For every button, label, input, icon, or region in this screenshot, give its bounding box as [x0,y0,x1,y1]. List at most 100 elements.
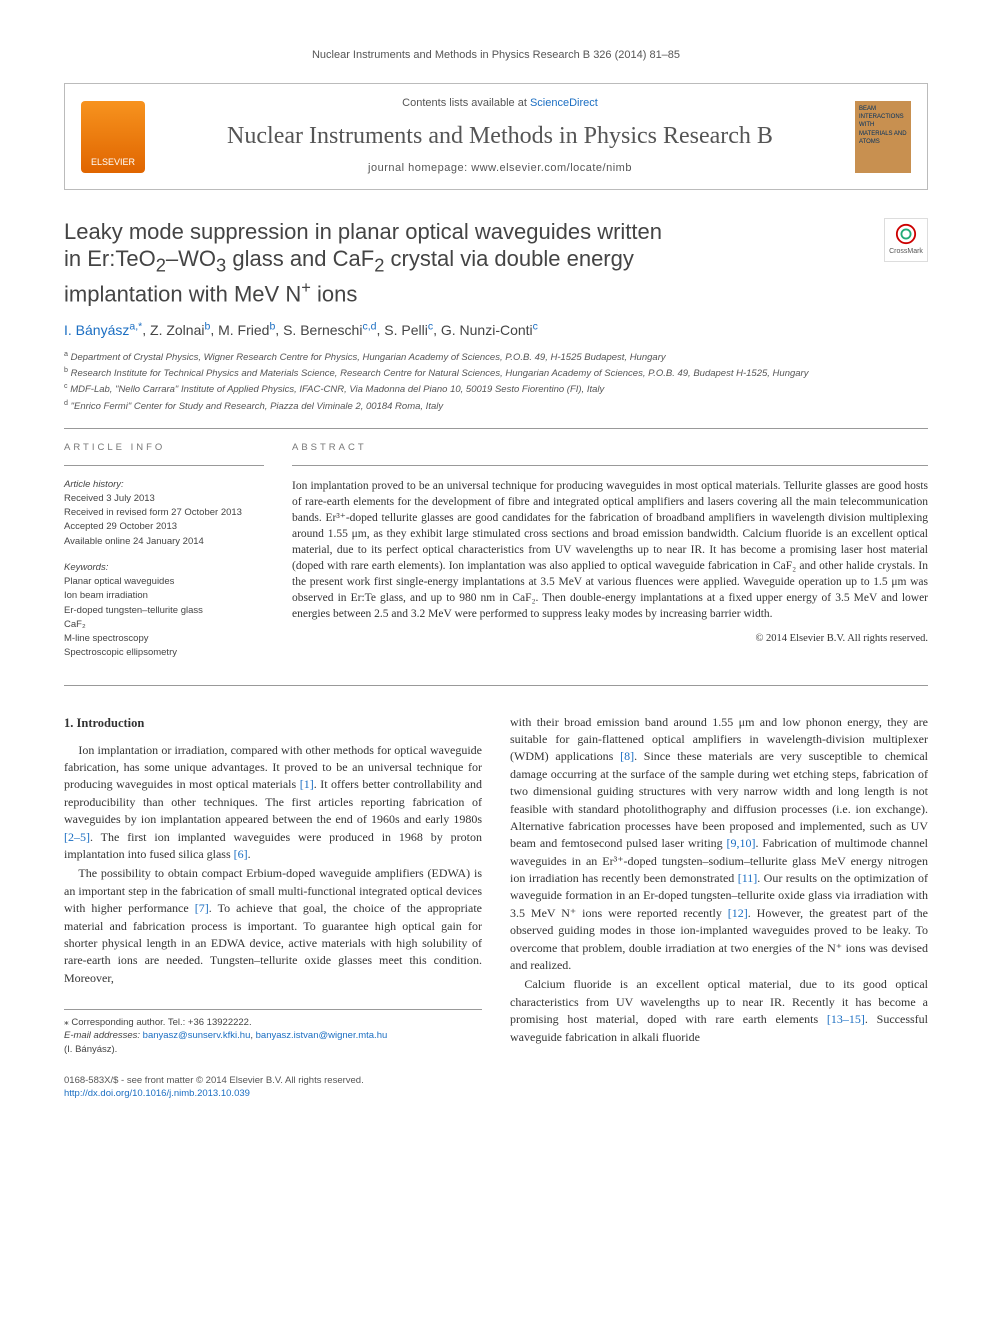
author-name: S. Pelli [384,322,428,338]
article-info-head: article info [64,441,264,454]
email-link[interactable]: banyasz@sunserv.kfki.hu [143,1030,251,1041]
history-item: Received in revised form 27 October 2013 [64,506,264,520]
email-footnote: E-mail addresses: banyasz@sunserv.kfki.h… [64,1029,482,1042]
header-center: Contents lists available at ScienceDirec… [145,96,855,176]
keywords-block: Keywords: Planar optical waveguides Ion … [64,561,264,661]
keyword: CaF₂ [64,618,264,632]
email-link[interactable]: banyasz.istvan@wigner.mta.hu [256,1030,388,1041]
author: I. Bányásza,* [64,322,142,338]
body-columns: 1. Introduction Ion implantation or irra… [64,714,928,1056]
aff-link[interactable]: a, [129,320,138,332]
history-item: Available online 24 January 2014 [64,535,264,549]
ref-link[interactable]: [9,10] [727,836,756,850]
text: . [248,847,251,861]
ref-link[interactable]: [1] [300,777,314,791]
ref-link[interactable]: [7] [195,901,209,915]
t2d: crystal via double energy [384,246,633,271]
divider [64,428,928,429]
affiliation: a Department of Crystal Physics, Wigner … [64,349,928,365]
page-root: Nuclear Instruments and Methods in Physi… [0,0,992,1149]
aff-sup: a [64,350,68,358]
author: S. Berneschic,d [283,322,376,338]
t2b: –WO [166,246,216,271]
corr-link[interactable]: * [138,320,142,332]
aff-link[interactable]: b [204,320,210,332]
author-list: I. Bányásza,*, Z. Zolnaib, M. Friedb, S.… [64,319,928,340]
crossmark-label: CrossMark [889,247,923,257]
ref-link[interactable]: [11] [738,871,758,885]
affiliation: c MDF-Lab, "Nello Carrara" Institute of … [64,381,928,397]
t3b: ions [311,281,357,306]
body-col-right: with their broad emission band around 1.… [510,714,928,1056]
keyword: Spectroscopic ellipsometry [64,646,264,660]
title-line1: Leaky mode suppression in planar optical… [64,219,662,244]
title-row: Leaky mode suppression in planar optical… [64,218,928,308]
author: M. Friedb [218,322,275,338]
paragraph: Ion implantation or irradiation, compare… [64,742,482,864]
affiliation: b Research Institute for Technical Physi… [64,365,928,381]
author: G. Nunzi-Contic [441,322,538,338]
author: S. Pellic [384,322,433,338]
aff-link[interactable]: c [533,320,538,332]
history-block: Article history: Received 3 July 2013 Re… [64,478,264,549]
divider [64,465,264,466]
contents-prefix: Contents lists available at [402,97,530,109]
running-head: Nuclear Instruments and Methods in Physi… [64,48,928,63]
corr-footnote: ⁎ Corresponding author. Tel.: +36 139222… [64,1016,482,1029]
corr-who: (I. Bányász). [64,1043,482,1056]
ref-link[interactable]: [2–5] [64,830,90,844]
aff-link[interactable]: c,d [362,320,376,332]
homepage-url[interactable]: www.elsevier.com/locate/nimb [471,162,632,174]
crossmark-badge[interactable]: CrossMark [884,218,928,262]
email-label: E-mail addresses: [64,1030,140,1041]
ref-link[interactable]: [13–15] [827,1012,865,1026]
paragraph: The possibility to obtain compact Erbium… [64,865,482,987]
journal-header: ELSEVIER Contents lists available at Sci… [64,83,928,189]
sciencedirect-link[interactable]: ScienceDirect [530,97,598,109]
contents-available: Contents lists available at ScienceDirec… [145,96,855,111]
aff-link[interactable]: b [269,320,275,332]
ref-link[interactable]: [8] [620,749,634,763]
doi-link[interactable]: http://dx.doi.org/10.1016/j.nimb.2013.10… [64,1088,250,1099]
keyword: Er-doped tungsten–tellurite glass [64,604,264,618]
author-name: Z. Zolnai [150,322,204,338]
homepage-line: journal homepage: www.elsevier.com/locat… [145,161,855,176]
abstract-copyright: © 2014 Elsevier B.V. All rights reserved… [292,632,928,647]
ref-link[interactable]: [12] [728,906,748,920]
abstract: abstract Ion implantation proved to be a… [292,441,928,672]
aff-sup: b [64,366,68,374]
bottom-bar: 0168-583X/$ - see front matter © 2014 El… [64,1074,928,1101]
affiliations: a Department of Crystal Physics, Wigner … [64,349,928,415]
text: . The first ion implanted waveguides wer… [64,830,482,861]
t2s3: 2 [374,255,384,276]
abstract-head: abstract [292,441,928,454]
author-name: S. Berneschi [283,322,362,338]
aff-text: Research Institute for Technical Physics… [71,368,809,379]
info-abstract-row: article info Article history: Received 3… [64,441,928,672]
keywords-label: Keywords: [64,561,264,575]
history-item: Accepted 29 October 2013 [64,520,264,534]
journal-cover-thumb[interactable]: BEAM INTERACTIONS WITH MATERIALS AND ATO… [855,101,911,173]
article-title: Leaky mode suppression in planar optical… [64,218,868,308]
journal-title: Nuclear Instruments and Methods in Physi… [145,120,855,154]
author-link[interactable]: I. Bányász [64,322,129,338]
aff-link[interactable]: c [428,320,433,332]
abstract-text: Ion implantation proved to be an univers… [292,478,928,623]
paragraph: Calcium fluoride is an excellent optical… [510,976,928,1046]
crossmark-icon [895,223,917,245]
body-col-left: 1. Introduction Ion implantation or irra… [64,714,482,1056]
history-label: Article history: [64,478,264,492]
author: Z. Zolnaib [150,322,210,338]
aff-text: "Enrico Fermi" Center for Study and Rese… [71,401,444,412]
ref-link[interactable]: [6] [234,847,248,861]
bottom-left: 0168-583X/$ - see front matter © 2014 El… [64,1074,364,1101]
elsevier-logo[interactable]: ELSEVIER [81,101,145,173]
keyword: Ion beam irradiation [64,589,264,603]
t3s: + [301,279,311,297]
t2a: in Er:TeO [64,246,156,271]
paragraph: with their broad emission band around 1.… [510,714,928,975]
affiliation: d "Enrico Fermi" Center for Study and Re… [64,398,928,414]
aff-text: MDF-Lab, "Nello Carrara" Institute of Ap… [70,385,604,396]
issn-line: 0168-583X/$ - see front matter © 2014 El… [64,1074,364,1087]
author-name: G. Nunzi-Conti [441,322,533,338]
